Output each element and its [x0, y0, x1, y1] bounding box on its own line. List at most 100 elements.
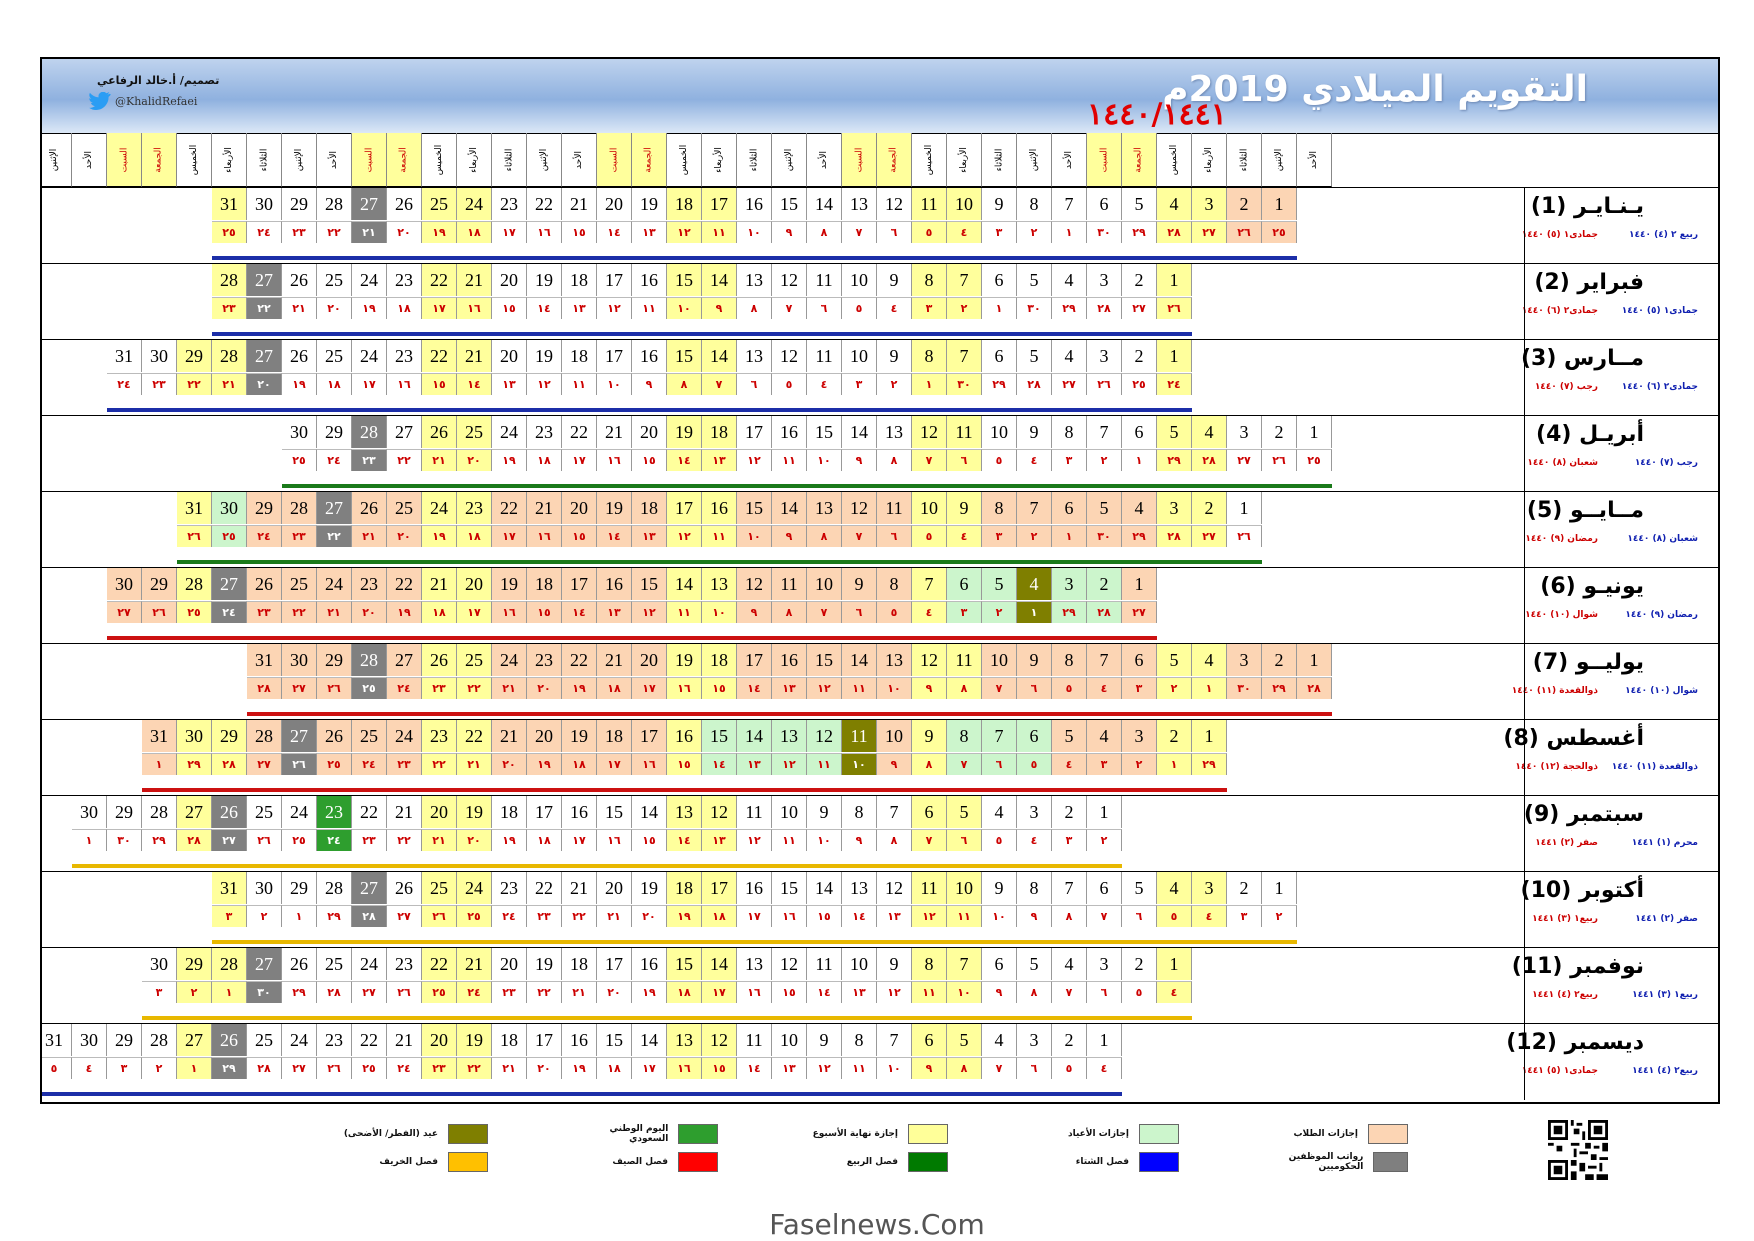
gregorian-day[interactable]: 1 [1122, 568, 1157, 600]
gregorian-day[interactable]: 18 [527, 568, 562, 600]
gregorian-day[interactable]: 2 [1262, 644, 1297, 676]
gregorian-day[interactable]: 25 [317, 340, 352, 372]
footer-site-name[interactable]: Faselnews.Com [769, 1208, 985, 1241]
gregorian-day[interactable]: 17 [527, 796, 562, 828]
gregorian-day[interactable]: 9 [877, 948, 912, 980]
gregorian-day[interactable]: 14 [702, 948, 737, 980]
gregorian-day[interactable]: 13 [737, 264, 772, 296]
gregorian-day[interactable]: 4 [1192, 644, 1227, 676]
gregorian-day[interactable]: 20 [492, 340, 527, 372]
gregorian-day[interactable]: 15 [772, 188, 807, 220]
gregorian-day[interactable]: 20 [562, 492, 597, 524]
gregorian-day[interactable]: 24 [352, 264, 387, 296]
gregorian-day[interactable]: 13 [772, 720, 807, 752]
gregorian-day[interactable]: 27 [177, 1024, 212, 1056]
gregorian-day[interactable]: 18 [702, 416, 737, 448]
gregorian-day[interactable]: 19 [492, 568, 527, 600]
gregorian-day[interactable]: 23 [422, 720, 457, 752]
gregorian-day[interactable]: 6 [1052, 492, 1087, 524]
gregorian-day[interactable]: 25 [457, 644, 492, 676]
gregorian-day[interactable]: 14 [702, 340, 737, 372]
qr-code-icon[interactable] [1548, 1120, 1608, 1180]
gregorian-day[interactable]: 7 [1052, 872, 1087, 904]
gregorian-day[interactable]: 27 [247, 264, 282, 296]
gregorian-day[interactable]: 10 [842, 340, 877, 372]
gregorian-day[interactable]: 23 [492, 188, 527, 220]
gregorian-day[interactable]: 20 [597, 188, 632, 220]
gregorian-day[interactable]: 16 [737, 188, 772, 220]
gregorian-day[interactable]: 1 [1087, 1024, 1122, 1056]
gregorian-day[interactable]: 1 [1297, 416, 1332, 448]
gregorian-day[interactable]: 29 [142, 568, 177, 600]
gregorian-day[interactable]: 3 [1087, 264, 1122, 296]
gregorian-day[interactable]: 7 [877, 1024, 912, 1056]
gregorian-day[interactable]: 26 [352, 492, 387, 524]
gregorian-day[interactable]: 20 [422, 796, 457, 828]
gregorian-day[interactable]: 8 [912, 948, 947, 980]
gregorian-day[interactable]: 14 [842, 644, 877, 676]
gregorian-day[interactable]: 25 [247, 796, 282, 828]
gregorian-day[interactable]: 15 [597, 796, 632, 828]
gregorian-day[interactable]: 17 [702, 872, 737, 904]
gregorian-day[interactable]: 13 [877, 644, 912, 676]
gregorian-day[interactable]: 25 [282, 568, 317, 600]
gregorian-day[interactable]: 23 [387, 340, 422, 372]
gregorian-day[interactable]: 25 [352, 720, 387, 752]
gregorian-day[interactable]: 4 [1017, 568, 1052, 600]
gregorian-day[interactable]: 31 [212, 872, 247, 904]
gregorian-day[interactable]: 16 [632, 948, 667, 980]
gregorian-day[interactable]: 22 [457, 720, 492, 752]
gregorian-day[interactable]: 22 [352, 1024, 387, 1056]
gregorian-day[interactable]: 21 [562, 872, 597, 904]
gregorian-day[interactable]: 17 [562, 568, 597, 600]
gregorian-day[interactable]: 11 [807, 340, 842, 372]
gregorian-day[interactable]: 31 [212, 188, 247, 220]
gregorian-day[interactable]: 14 [632, 1024, 667, 1056]
gregorian-day[interactable]: 31 [247, 644, 282, 676]
gregorian-day[interactable]: 7 [1052, 188, 1087, 220]
gregorian-day[interactable]: 21 [527, 492, 562, 524]
gregorian-day[interactable]: 14 [772, 492, 807, 524]
gregorian-day[interactable]: 24 [492, 416, 527, 448]
gregorian-day[interactable]: 10 [982, 416, 1017, 448]
gregorian-day[interactable]: 11 [737, 1024, 772, 1056]
gregorian-day[interactable]: 19 [597, 492, 632, 524]
gregorian-day[interactable]: 17 [597, 948, 632, 980]
gregorian-day[interactable]: 10 [982, 644, 1017, 676]
gregorian-day[interactable]: 18 [632, 492, 667, 524]
gregorian-day[interactable]: 11 [842, 720, 877, 752]
gregorian-day[interactable]: 2 [1052, 796, 1087, 828]
gregorian-day[interactable]: 16 [562, 796, 597, 828]
gregorian-day[interactable]: 18 [562, 264, 597, 296]
gregorian-day[interactable]: 14 [807, 872, 842, 904]
gregorian-day[interactable]: 21 [597, 416, 632, 448]
gregorian-day[interactable]: 22 [422, 340, 457, 372]
gregorian-day[interactable]: 15 [667, 264, 702, 296]
gregorian-day[interactable]: 9 [807, 796, 842, 828]
gregorian-day[interactable]: 29 [177, 340, 212, 372]
gregorian-day[interactable]: 8 [877, 568, 912, 600]
gregorian-day[interactable]: 24 [492, 644, 527, 676]
gregorian-day[interactable]: 23 [457, 492, 492, 524]
gregorian-day[interactable]: 29 [282, 872, 317, 904]
gregorian-day[interactable]: 27 [247, 340, 282, 372]
gregorian-day[interactable]: 1 [1087, 796, 1122, 828]
gregorian-day[interactable]: 9 [982, 188, 1017, 220]
gregorian-day[interactable]: 7 [1017, 492, 1052, 524]
gregorian-day[interactable]: 27 [352, 872, 387, 904]
gregorian-day[interactable]: 18 [597, 720, 632, 752]
gregorian-day[interactable]: 12 [842, 492, 877, 524]
gregorian-day[interactable]: 8 [947, 720, 982, 752]
gregorian-day[interactable]: 29 [282, 188, 317, 220]
gregorian-day[interactable]: 30 [212, 492, 247, 524]
gregorian-day[interactable]: 6 [1087, 188, 1122, 220]
gregorian-day[interactable]: 16 [562, 1024, 597, 1056]
gregorian-day[interactable]: 20 [422, 1024, 457, 1056]
gregorian-day[interactable]: 2 [1122, 948, 1157, 980]
gregorian-day[interactable]: 30 [142, 340, 177, 372]
gregorian-day[interactable]: 11 [807, 948, 842, 980]
twitter-handle[interactable]: @KhalidRefaei [89, 92, 197, 110]
gregorian-day[interactable]: 4 [1157, 188, 1192, 220]
gregorian-day[interactable]: 31 [177, 492, 212, 524]
gregorian-day[interactable]: 23 [387, 264, 422, 296]
